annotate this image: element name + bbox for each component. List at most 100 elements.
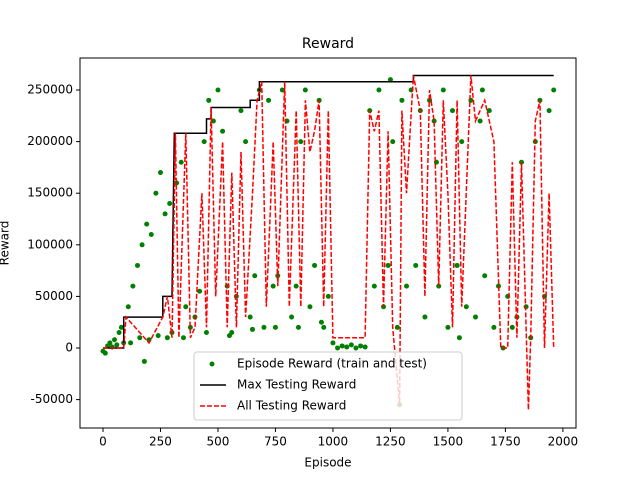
- point: [148, 231, 154, 237]
- point: [266, 97, 272, 103]
- point: [325, 293, 331, 299]
- point: [387, 77, 393, 83]
- y-tick-label: 50000: [35, 289, 73, 303]
- point: [496, 283, 502, 289]
- point: [381, 304, 387, 310]
- point: [486, 108, 492, 114]
- x-axis-label: Episode: [304, 456, 351, 470]
- point: [247, 314, 253, 320]
- legend-label: Max Testing Reward: [237, 378, 356, 392]
- x-tick-label: 1750: [490, 435, 521, 449]
- point: [118, 324, 124, 330]
- point: [261, 324, 267, 330]
- point: [252, 273, 258, 279]
- x-tick-label: 500: [207, 435, 230, 449]
- point: [201, 139, 207, 145]
- point: [111, 337, 117, 343]
- point: [312, 262, 318, 268]
- point: [130, 283, 136, 289]
- point: [295, 324, 301, 330]
- point: [220, 128, 226, 134]
- point: [183, 304, 189, 310]
- point: [298, 139, 304, 145]
- point: [491, 324, 497, 330]
- y-tick-label: 100000: [27, 237, 73, 251]
- point: [445, 324, 451, 330]
- point: [463, 304, 469, 310]
- point: [339, 343, 345, 349]
- point: [107, 340, 113, 346]
- point: [348, 342, 354, 348]
- point: [456, 335, 462, 341]
- point: [270, 283, 276, 289]
- x-tick-label: 1500: [433, 435, 464, 449]
- point: [473, 314, 479, 320]
- point: [307, 304, 313, 310]
- point: [125, 304, 131, 310]
- point: [137, 335, 143, 341]
- point: [330, 340, 336, 346]
- point: [440, 87, 446, 93]
- point: [454, 262, 460, 268]
- point: [141, 358, 147, 364]
- point: [450, 108, 456, 114]
- point: [546, 108, 552, 114]
- point: [197, 288, 203, 294]
- point: [551, 87, 557, 93]
- point: [404, 283, 410, 289]
- point: [128, 340, 134, 346]
- x-tick-label: 250: [149, 435, 172, 449]
- point: [413, 262, 419, 268]
- point: [144, 221, 150, 227]
- point: [180, 335, 186, 341]
- point: [164, 335, 170, 341]
- point: [509, 324, 515, 330]
- point: [249, 326, 255, 332]
- point: [238, 108, 244, 114]
- point: [390, 139, 396, 145]
- point: [335, 345, 341, 351]
- x-tick-label: 750: [264, 435, 287, 449]
- point: [371, 283, 377, 289]
- y-tick-label: -50000: [30, 392, 73, 406]
- legend-label: Episode Reward (train and test): [237, 357, 427, 371]
- point: [155, 333, 161, 339]
- point: [116, 330, 122, 336]
- point: [243, 139, 249, 145]
- line: [103, 75, 555, 410]
- x-tick-label: 1250: [375, 435, 406, 449]
- point: [353, 345, 359, 351]
- y-tick-label: 0: [65, 341, 73, 355]
- point: [318, 319, 324, 325]
- y-tick-label: 200000: [27, 134, 73, 148]
- point: [422, 314, 428, 320]
- point: [289, 314, 295, 320]
- point: [206, 97, 212, 103]
- point: [358, 343, 364, 349]
- point: [174, 180, 180, 186]
- x-tick-label: 2000: [548, 435, 579, 449]
- point: [139, 242, 145, 248]
- y-tick-label: 150000: [27, 186, 73, 200]
- point: [167, 201, 173, 207]
- x-tick-label: 0: [99, 435, 107, 449]
- point: [203, 330, 209, 336]
- point: [394, 324, 400, 330]
- point: [279, 87, 285, 93]
- y-axis-label: Reward: [0, 221, 12, 266]
- point: [157, 170, 163, 176]
- point: [215, 87, 221, 93]
- point: [385, 262, 391, 268]
- point: [153, 190, 159, 196]
- point: [178, 159, 184, 165]
- point: [226, 333, 232, 339]
- legend-label: All Testing Reward: [237, 399, 346, 413]
- chart-title: Reward: [302, 36, 354, 52]
- point: [187, 324, 193, 330]
- legend-box: [193, 351, 463, 421]
- point: [134, 262, 140, 268]
- point: [302, 87, 308, 93]
- axes-frame: [79, 57, 577, 429]
